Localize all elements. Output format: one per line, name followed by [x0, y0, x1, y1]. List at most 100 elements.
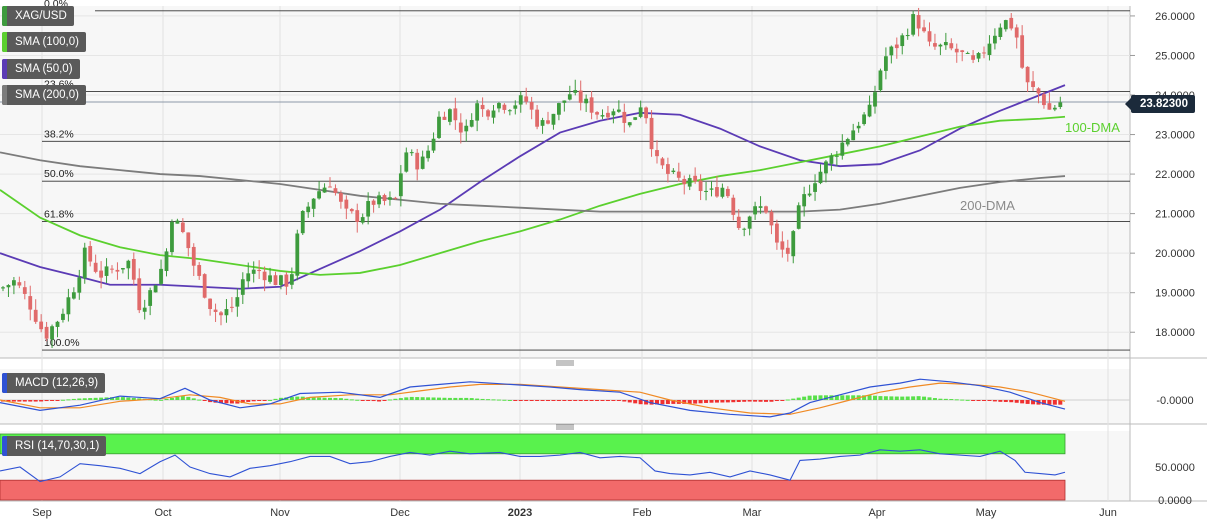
macd-histogram-bar	[240, 400, 245, 404]
legend-sma50[interactable]: SMA (50,0)	[2, 59, 80, 79]
candle-body	[71, 292, 76, 299]
candle-body	[916, 15, 921, 29]
candlesticks	[1, 7, 1063, 348]
macd-histogram-bar	[464, 397, 469, 400]
candle-body	[840, 142, 845, 156]
candle-body	[998, 27, 1003, 37]
candle-body	[709, 188, 714, 190]
macd-histogram-bar	[780, 400, 785, 401]
candle-body	[518, 95, 523, 105]
macd-histogram-bar	[655, 400, 659, 405]
candle-body	[982, 52, 986, 54]
candle-body	[1003, 20, 1008, 30]
rsi-oversold-band	[0, 479, 1066, 501]
macd-histogram-bar	[426, 397, 431, 400]
macd-y-tick-label: -0.0000	[1156, 395, 1193, 407]
macd-histogram-bar	[584, 400, 589, 401]
sma200-label: 200-DMA	[960, 198, 1015, 213]
macd-histogram-bar	[714, 400, 719, 403]
candle-body	[469, 120, 474, 127]
macd-histogram-bar	[938, 398, 943, 400]
candle-body	[747, 216, 752, 229]
pane-resize-handle-icon[interactable]	[556, 360, 574, 366]
macd-histogram-bar	[273, 398, 278, 400]
macd-histogram-bar	[186, 396, 191, 400]
candle-body	[66, 297, 71, 315]
macd-histogram-bar	[638, 400, 643, 405]
macd-histogram-bar	[202, 400, 207, 401]
macd-histogram-bar	[971, 400, 976, 401]
candle-body	[611, 111, 616, 116]
macd-histogram-bar	[796, 397, 801, 400]
macd-histogram-bar	[605, 400, 610, 401]
candle-body	[965, 52, 970, 54]
candle-body	[644, 107, 648, 119]
candle-body	[458, 122, 463, 133]
candle-body	[769, 211, 774, 226]
candle-body	[600, 115, 605, 117]
macd-histogram-bar	[208, 400, 213, 403]
candle-body	[676, 171, 681, 178]
candle-body	[142, 307, 147, 312]
macd-histogram-bar	[257, 400, 262, 401]
macd-histogram-bar	[82, 398, 87, 400]
macd-histogram-bar	[224, 400, 229, 404]
macd-histogram-bar	[289, 396, 294, 400]
macd-histogram-bar	[300, 396, 305, 400]
candle-body	[186, 232, 191, 249]
candle-body	[1025, 66, 1030, 83]
macd-histogram-bar	[747, 400, 752, 402]
candle-body	[6, 285, 11, 288]
candle-body	[235, 297, 240, 307]
candle-body	[502, 104, 507, 110]
macd-pane	[0, 369, 1130, 424]
candle-body	[230, 306, 234, 308]
macd-histogram-bar	[567, 400, 572, 401]
macd-histogram-bar	[437, 397, 441, 400]
candle-body	[164, 251, 169, 272]
candle-body	[796, 205, 801, 229]
macd-histogram-bar	[834, 395, 839, 400]
candle-body	[524, 96, 529, 102]
macd-histogram-bar	[191, 398, 196, 400]
legend-price[interactable]: XAG/USD	[2, 6, 74, 26]
candle-body	[382, 195, 387, 201]
macd-histogram-bar	[725, 400, 730, 403]
legend-sma200[interactable]: SMA (200,0)	[2, 85, 86, 105]
price-swatch	[2, 6, 7, 26]
legend-rsi[interactable]: RSI (14,70,30,1)	[2, 436, 107, 456]
macd-histogram-bar	[1014, 400, 1019, 403]
macd-histogram-bar	[600, 400, 605, 401]
macd-histogram-bar	[229, 400, 234, 404]
macd-histogram-bar	[306, 397, 311, 400]
legend-macd[interactable]: MACD (12,26,9)	[2, 373, 106, 393]
candle-body	[213, 309, 218, 312]
candle-body	[824, 161, 828, 174]
macd-histogram-bar	[513, 400, 518, 401]
candle-body	[851, 130, 856, 141]
macd-histogram-bar	[28, 400, 33, 402]
x-tick-label: May	[976, 507, 997, 519]
candle-body	[257, 269, 262, 272]
candle-body	[322, 187, 327, 193]
macd-histogram-bar	[878, 396, 883, 400]
candle-body	[922, 27, 926, 32]
legend-sma100[interactable]: SMA (100,0)	[2, 32, 86, 52]
macd-histogram-bar	[93, 397, 98, 400]
candle-body	[862, 114, 866, 125]
macd-histogram-bar	[905, 396, 910, 400]
macd-histogram-bar	[169, 397, 174, 400]
fib-level-label: 100.0%	[44, 337, 80, 349]
pane-resize-handle-icon[interactable]	[556, 424, 574, 430]
x-tick-label: Dec	[390, 507, 410, 519]
candle-body	[573, 90, 578, 93]
candle-body	[159, 268, 163, 284]
fib-level-label: 38.2%	[44, 128, 74, 140]
candle-body	[99, 270, 103, 278]
macd-histogram-bar	[66, 399, 71, 401]
candle-body	[437, 116, 441, 138]
y-tick-label: 23.0000	[1155, 130, 1195, 142]
candle-body	[535, 109, 539, 127]
legend-price-label: XAG/USD	[15, 10, 67, 22]
